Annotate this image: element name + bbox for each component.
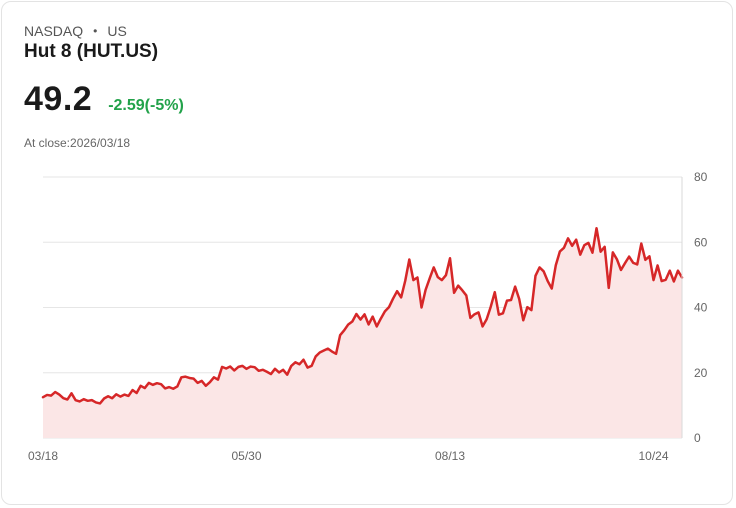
exchange-row: NASDAQ • US — [24, 23, 127, 39]
separator-dot: • — [93, 24, 98, 38]
price-line[interactable] — [41, 226, 684, 405]
x-tick-label: 08/13 — [435, 449, 465, 463]
y-tick-label: 0 — [694, 431, 701, 445]
y-tick-label: 20 — [694, 366, 708, 380]
close-date: At close:2026/03/18 — [24, 136, 131, 150]
y-axis-ticks: 80 60 40 20 0 — [694, 170, 708, 445]
y-tick-label: 80 — [694, 170, 708, 184]
y-tick-label: 40 — [694, 301, 708, 315]
exchange-name: NASDAQ — [24, 23, 84, 39]
price-area-fill — [43, 228, 682, 438]
country-code: US — [107, 23, 127, 39]
price-change: -2.59(-5%) — [108, 97, 184, 114]
x-tick-label: 10/24 — [638, 449, 668, 463]
ticker-title: Hut 8 (HUT.US) — [24, 41, 159, 62]
x-tick-label: 05/30 — [231, 449, 261, 463]
x-tick-label: 03/18 — [28, 449, 58, 463]
price-row: 49.2 -2.59(-5%) — [24, 80, 184, 119]
current-price: 49.2 — [24, 80, 93, 118]
y-tick-label: 60 — [694, 235, 708, 249]
